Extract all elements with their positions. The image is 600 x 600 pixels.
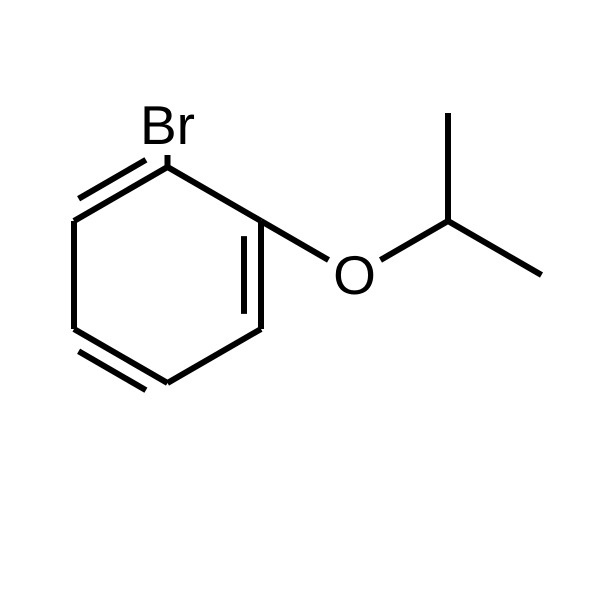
molecule-diagram: Br O [0,0,600,600]
atom-label-o: O [333,244,376,306]
atom-label-br: Br [140,94,195,156]
